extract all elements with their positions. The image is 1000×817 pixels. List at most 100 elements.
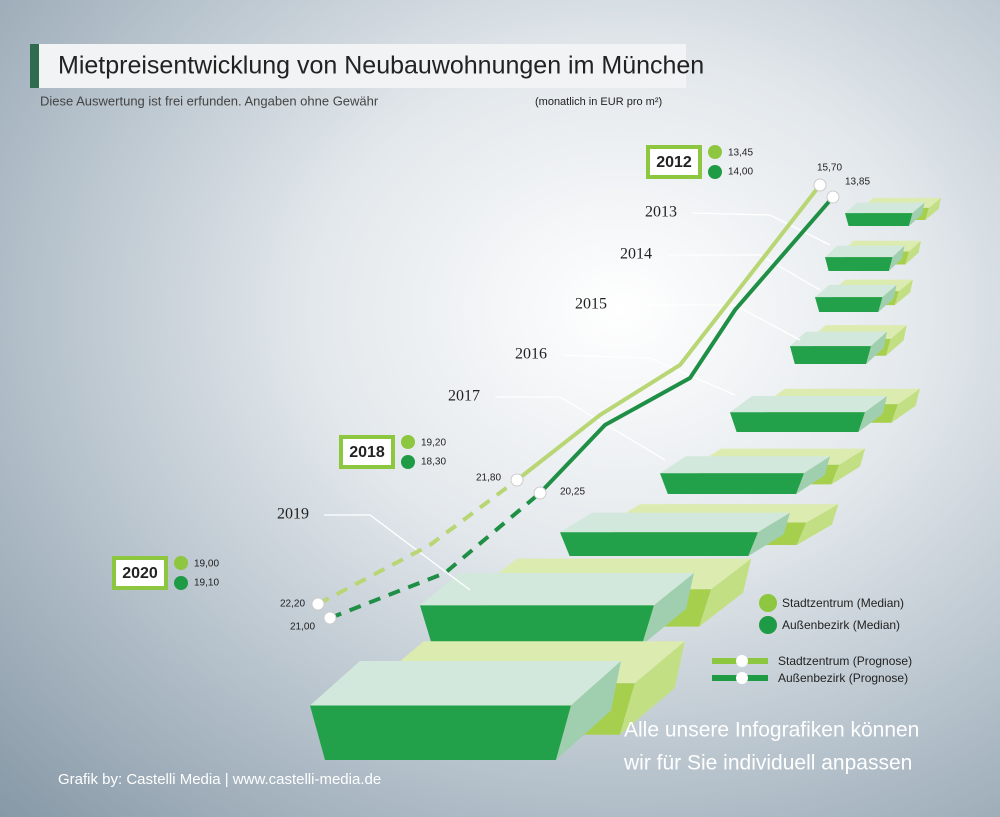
slab-side <box>891 388 920 423</box>
point-label: 13,85 <box>845 177 870 188</box>
highlight-value: 13,45 <box>728 148 753 159</box>
slab-front <box>560 532 758 556</box>
slab-side <box>894 279 913 306</box>
highlight-value: 19,10 <box>194 578 219 589</box>
slab-side <box>831 448 866 485</box>
slab-top <box>845 202 925 214</box>
slab-front <box>310 705 571 760</box>
swatch <box>708 165 722 179</box>
slab-front <box>730 412 865 432</box>
legend-label: Außenbezirk (Median) <box>782 618 900 632</box>
highlight-value: 18,30 <box>421 457 446 468</box>
leader-line <box>668 254 821 291</box>
slab-side <box>556 661 621 760</box>
slab-side <box>699 558 752 627</box>
slab-side <box>642 573 694 645</box>
year-box <box>339 435 395 469</box>
slab-side <box>858 396 887 432</box>
point <box>533 486 547 500</box>
slab-front <box>420 605 654 645</box>
swatch <box>174 556 188 570</box>
slab-top <box>825 245 905 258</box>
slab-front <box>660 473 804 494</box>
title-box <box>30 44 686 88</box>
slab-side <box>796 456 830 494</box>
legend-swatch <box>736 655 748 667</box>
slab-side <box>905 240 921 265</box>
promo: Alle unsere Infografiken können <box>624 719 919 742</box>
slab-side <box>619 641 685 735</box>
year-box-label: 2012 <box>656 154 692 171</box>
swatch <box>708 145 722 159</box>
leader-line <box>691 212 831 246</box>
slab-front <box>845 213 913 226</box>
leader-line <box>495 396 666 461</box>
swatch <box>174 576 188 590</box>
line-stadt-prognose <box>317 478 519 606</box>
legend-swatch <box>736 672 748 684</box>
legend-label: Stadtzentrum (Median) <box>782 596 904 610</box>
legend-label: Außenbezirk (Prognose) <box>778 671 908 685</box>
slab-side <box>888 245 905 271</box>
slab-top <box>660 456 830 474</box>
slab-top <box>560 512 790 533</box>
point <box>323 611 337 625</box>
leaders <box>324 212 831 591</box>
point <box>311 597 325 611</box>
point <box>826 190 840 204</box>
swatch <box>401 435 415 449</box>
leader-line <box>324 514 471 591</box>
highlight-value: 19,20 <box>421 438 446 449</box>
year-label: 2017 <box>448 388 480 405</box>
slab-front <box>825 257 893 271</box>
promo: wir für Sie individuell anpassen <box>623 752 912 775</box>
swatch <box>401 455 415 469</box>
slab-front <box>790 346 871 364</box>
slab-top <box>790 331 887 347</box>
slab-side <box>886 325 907 356</box>
slab-front <box>815 297 883 312</box>
legend-swatch <box>759 594 777 612</box>
slab-top <box>420 573 694 606</box>
year-box-label: 2020 <box>122 565 158 582</box>
point-label: 21,80 <box>476 473 501 484</box>
leader-line <box>561 354 736 396</box>
legend-label: Stadtzentrum (Prognose) <box>778 654 912 668</box>
year-label: 2016 <box>515 346 547 363</box>
slab-side <box>866 331 887 364</box>
slab-side <box>878 285 897 312</box>
leader-line <box>622 304 801 341</box>
slab-side <box>796 504 839 545</box>
highlight-value: 14,00 <box>728 167 753 178</box>
highlight-value: 19,00 <box>194 559 219 570</box>
slab-top <box>815 285 897 298</box>
slab-side <box>908 202 925 226</box>
unit-note: (monatlich in EUR pro m²) <box>535 96 662 108</box>
footer: Grafik by: Castelli Media | www.castelli… <box>58 771 381 788</box>
slab-side <box>748 512 790 556</box>
year-box <box>646 145 702 179</box>
year-box <box>112 556 168 590</box>
point <box>510 473 524 487</box>
slab-top <box>310 661 621 706</box>
legend-swatch <box>759 616 777 634</box>
highlights: 2012 13,45 14,00 2018 19,20 18,30 2020 19,00 19,… <box>112 145 753 590</box>
point-label: 20,25 <box>560 487 585 498</box>
year-label: 2015 <box>575 296 607 313</box>
point-label: 21,00 <box>290 622 315 633</box>
line-stadt <box>515 183 822 482</box>
subtitle: Diese Auswertung ist frei erfunden. Anga… <box>40 93 379 108</box>
title: Mietpreisentwicklung von Neubauwohnungen… <box>58 52 704 80</box>
title-accent <box>30 44 39 88</box>
slabs <box>310 197 941 760</box>
year-label: 2019 <box>277 506 309 523</box>
year-label: 2013 <box>645 204 677 221</box>
point-label: 22,20 <box>280 599 305 610</box>
point <box>813 178 827 192</box>
year-label: 2014 <box>620 246 652 263</box>
year-box-label: 2018 <box>349 444 385 461</box>
slab-side <box>925 197 941 221</box>
line-aussen <box>538 195 835 495</box>
